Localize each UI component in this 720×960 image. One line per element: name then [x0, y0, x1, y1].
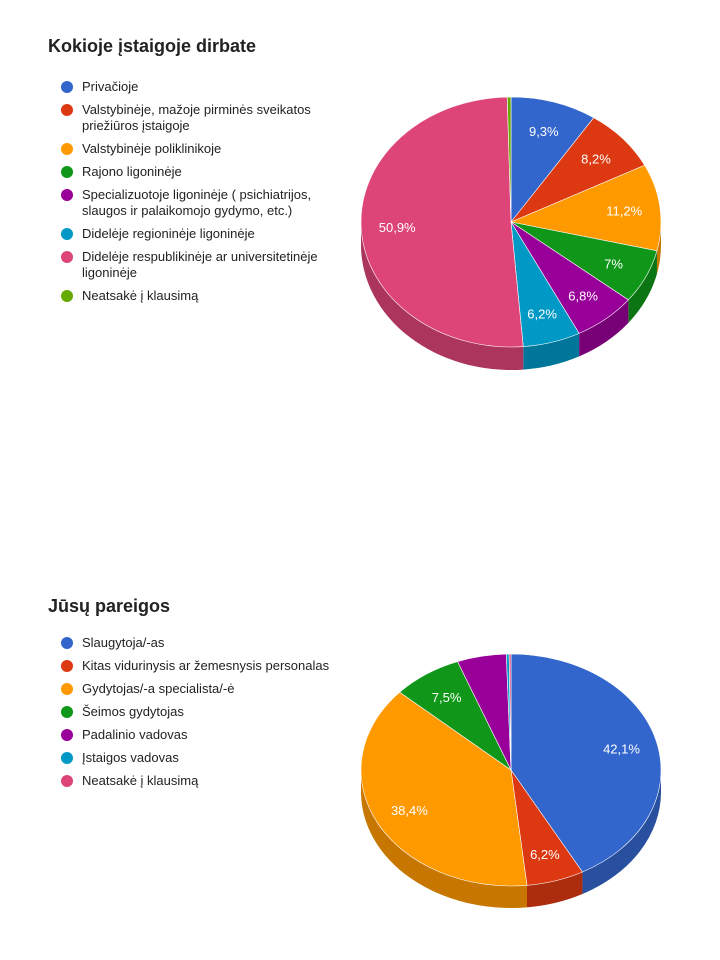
legend-label: Rajono ligoninėje [82, 164, 182, 179]
legend-item: Privačioje [60, 79, 350, 95]
legend-swatch [61, 683, 73, 695]
pie-tops [360, 96, 662, 348]
legend-swatch [61, 166, 73, 178]
legend-label: Didelėje regioninėje ligoninėje [82, 226, 255, 241]
legend: Privačioje Valstybinėje, mažoje pirminės … [60, 79, 350, 311]
pie-slice-side [526, 872, 583, 908]
legend-label: Kitas vidurinysis ar žemesnysis personal… [82, 658, 330, 673]
pie-labels: 9,3% 8,2% 11,2% 7% 6,8% 6,2% 50,9% [379, 124, 643, 321]
legend-swatch [61, 706, 73, 718]
legend-item: Valstybinėje, mažoje pirminės sveikatos … [60, 102, 350, 134]
pie-slice [510, 96, 595, 223]
legend-item: Kitas vidurinysis ar žemesnysis personal… [60, 658, 350, 674]
legend-swatch [61, 104, 73, 116]
pie-slice [509, 164, 662, 252]
legend-label: Privačioje [82, 79, 139, 94]
legend-label: Šeimos gydytojas [82, 704, 184, 719]
pie-slice [360, 96, 524, 348]
legend-item: Specializuotoje ligoninėje ( psichiatrij… [60, 187, 350, 219]
legend-label: Valstybinėje, mažoje pirminės sveikatos … [82, 102, 311, 133]
legend-item: Valstybinėje poliklinikoje [60, 141, 350, 157]
pie-slice-side [656, 222, 661, 274]
chart-title: Jūsų pareigos [48, 596, 171, 616]
legend: Slaugytoja/-as Kitas vidurinysis ar žemes… [60, 635, 350, 796]
slice-value-label: 6,8% [568, 289, 598, 304]
legend-label: Neatsakė į klausimą [82, 288, 199, 303]
slice-value-label: 6,2% [530, 847, 560, 862]
legend-label: Didelėje respublikinėje ar universitetin… [82, 249, 318, 280]
legend-swatch [61, 775, 73, 787]
pie-sides [361, 770, 661, 908]
pie-slice [506, 96, 512, 223]
legend-swatch [61, 143, 73, 155]
legend-item: Didelėje regioninėje ligoninėje [60, 226, 350, 242]
slice-value-label: 38,4% [391, 803, 428, 818]
slice-value-label: 7% [604, 257, 623, 272]
pie-slice [360, 691, 528, 887]
pie-slice [508, 653, 512, 771]
pie-chart-position: Jūsų pareigos Slaugytoja/-as Kitas viduri… [0, 560, 720, 960]
legend-swatch [61, 752, 73, 764]
legend-label: Specializuotoje ligoninėje ( psichiatrij… [82, 187, 312, 218]
legend-label: Gydytojas/-a specialista/-ė [82, 681, 235, 696]
slice-value-label: 50,9% [379, 220, 416, 235]
slice-value-label: 42,1% [603, 741, 640, 756]
pie-tops [360, 653, 662, 887]
legend-swatch [61, 251, 73, 263]
slice-value-label: 9,3% [529, 124, 559, 139]
legend-label: Įstaigos vadovas [82, 750, 179, 765]
legend-label: Neatsakė į klausimą [82, 773, 199, 788]
legend-swatch [61, 660, 73, 672]
legend-swatch [61, 637, 73, 649]
legend-swatch [61, 81, 73, 93]
legend-item: Neatsakė į klausimą [60, 773, 350, 789]
legend-item: Įstaigos vadovas [60, 750, 350, 766]
pie-slice [510, 653, 662, 873]
legend-item: Rajono ligoninėje [60, 164, 350, 180]
legend-swatch [61, 228, 73, 240]
legend-swatch [61, 189, 73, 201]
pie-plot: 42,1% 6,2% 38,4% 7,5% [360, 653, 662, 908]
legend-item: Didelėje respublikinėje ar universitetin… [60, 249, 350, 281]
pie-labels: 42,1% 6,2% 38,4% 7,5% [391, 690, 640, 862]
pie-plot: 9,3% 8,2% 11,2% 7% 6,8% 6,2% 50,9% [360, 96, 662, 370]
legend-label: Valstybinėje poliklinikoje [82, 141, 222, 156]
pie-chart-workplace: Kokioje įstaigoje dirbate Privačioje Vals… [48, 36, 662, 370]
legend-item: Slaugytoja/-as [60, 635, 350, 651]
pie-slice-side [361, 222, 524, 370]
pie-slice-side [579, 299, 629, 357]
legend-item: Padalinio vadovas [60, 727, 350, 743]
legend-item: Neatsakė į klausimą [60, 288, 350, 304]
pie-sides [361, 222, 661, 370]
pie-slice-side [628, 250, 657, 323]
slice-value-label: 7,5% [432, 690, 462, 705]
legend-label: Padalinio vadovas [82, 727, 188, 742]
pie-slice-side [361, 770, 527, 908]
slice-value-label: 11,2% [606, 204, 642, 219]
pie-slice-side [582, 770, 661, 895]
slice-value-label: 8,2% [581, 152, 611, 167]
legend-swatch [61, 729, 73, 741]
pie-slice-side [523, 333, 580, 370]
legend-swatch [61, 290, 73, 302]
chart-title: Kokioje įstaigoje dirbate [48, 36, 257, 56]
legend-item: Šeimos gydytojas [60, 704, 350, 720]
slice-value-label: 6,2% [527, 306, 557, 321]
legend-item: Gydytojas/-a specialista/-ė [60, 681, 350, 697]
legend-label: Slaugytoja/-as [82, 635, 165, 650]
